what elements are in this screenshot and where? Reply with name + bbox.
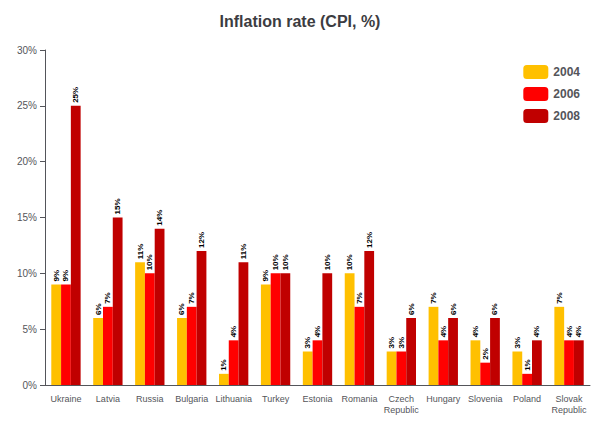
- svg-text:10%: 10%: [17, 268, 37, 279]
- svg-text:4%: 4%: [229, 326, 238, 338]
- svg-text:10%: 10%: [345, 254, 354, 270]
- svg-text:1%: 1%: [523, 359, 532, 371]
- svg-text:Inflation rate (CPI, %): Inflation rate (CPI, %): [220, 13, 381, 30]
- svg-text:6%: 6%: [449, 303, 458, 315]
- svg-text:6%: 6%: [490, 303, 499, 315]
- svg-text:Slovenia: Slovenia: [468, 394, 503, 404]
- svg-text:2008: 2008: [553, 109, 580, 123]
- svg-text:9%: 9%: [52, 270, 61, 282]
- svg-text:Republic: Republic: [384, 405, 420, 415]
- svg-text:30%: 30%: [17, 45, 37, 56]
- svg-text:6%: 6%: [94, 303, 103, 315]
- svg-text:14%: 14%: [155, 210, 164, 226]
- svg-text:7%: 7%: [555, 292, 564, 304]
- svg-text:20%: 20%: [17, 156, 37, 167]
- svg-text:9%: 9%: [61, 270, 70, 282]
- svg-text:Ukraine: Ukraine: [50, 394, 81, 404]
- svg-text:5%: 5%: [23, 324, 38, 335]
- svg-text:7%: 7%: [429, 292, 438, 304]
- svg-text:Bulgaria: Bulgaria: [175, 394, 208, 404]
- svg-text:25%: 25%: [17, 100, 37, 111]
- svg-text:7%: 7%: [187, 292, 196, 304]
- svg-text:4%: 4%: [313, 326, 322, 338]
- svg-text:Lithuania: Lithuania: [215, 394, 252, 404]
- svg-text:2004: 2004: [553, 65, 580, 79]
- svg-text:3%: 3%: [397, 337, 406, 349]
- svg-text:3%: 3%: [513, 337, 522, 349]
- svg-text:15%: 15%: [113, 198, 122, 214]
- svg-text:1%: 1%: [219, 359, 228, 371]
- svg-text:7%: 7%: [103, 292, 112, 304]
- svg-text:4%: 4%: [574, 326, 583, 338]
- svg-text:2006: 2006: [553, 87, 580, 101]
- svg-text:10%: 10%: [145, 254, 154, 270]
- svg-text:Latvia: Latvia: [96, 394, 120, 404]
- svg-text:Hungary: Hungary: [426, 394, 461, 404]
- svg-text:9%: 9%: [261, 270, 270, 282]
- svg-text:3%: 3%: [303, 337, 312, 349]
- svg-text:10%: 10%: [281, 254, 290, 270]
- svg-text:10%: 10%: [323, 254, 332, 270]
- svg-text:6%: 6%: [407, 303, 416, 315]
- svg-text:15%: 15%: [17, 212, 37, 223]
- svg-text:Turkey: Turkey: [262, 394, 290, 404]
- svg-text:11%: 11%: [136, 244, 145, 260]
- svg-text:Estonia: Estonia: [302, 394, 332, 404]
- svg-text:4%: 4%: [532, 326, 541, 338]
- svg-text:2%: 2%: [481, 348, 490, 360]
- svg-text:Poland: Poland: [513, 394, 541, 404]
- svg-text:12%: 12%: [197, 232, 206, 248]
- svg-text:Romania: Romania: [341, 394, 377, 404]
- svg-text:3%: 3%: [387, 337, 396, 349]
- svg-text:6%: 6%: [177, 303, 186, 315]
- svg-text:4%: 4%: [565, 326, 574, 338]
- svg-text:4%: 4%: [471, 326, 480, 338]
- svg-text:Czech: Czech: [389, 394, 415, 404]
- svg-text:Republic: Republic: [552, 405, 588, 415]
- svg-text:12%: 12%: [365, 232, 374, 248]
- svg-text:10%: 10%: [271, 254, 280, 270]
- svg-text:25%: 25%: [71, 87, 80, 103]
- svg-text:0%: 0%: [23, 380, 38, 391]
- svg-text:7%: 7%: [355, 292, 364, 304]
- svg-text:4%: 4%: [439, 326, 448, 338]
- svg-text:11%: 11%: [239, 244, 248, 260]
- svg-text:Slovak: Slovak: [556, 394, 584, 404]
- svg-text:Russia: Russia: [136, 394, 164, 404]
